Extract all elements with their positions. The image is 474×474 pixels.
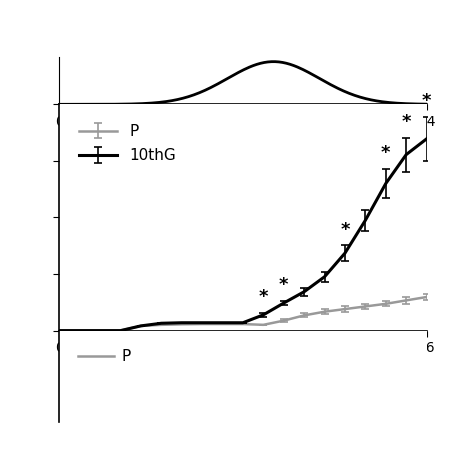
Legend: P, 10thG: P, 10thG [72, 117, 184, 171]
Text: *: * [381, 145, 391, 163]
Text: *: * [422, 92, 431, 110]
X-axis label: Days after inoculation: Days after inoculation [139, 361, 346, 379]
Text: *: * [259, 288, 268, 306]
Text: *: * [401, 113, 411, 131]
Text: *: * [340, 221, 350, 239]
Text: P: P [122, 349, 131, 364]
X-axis label: Days after inoculation: Days after inoculation [139, 131, 346, 149]
Text: *: * [279, 276, 289, 294]
